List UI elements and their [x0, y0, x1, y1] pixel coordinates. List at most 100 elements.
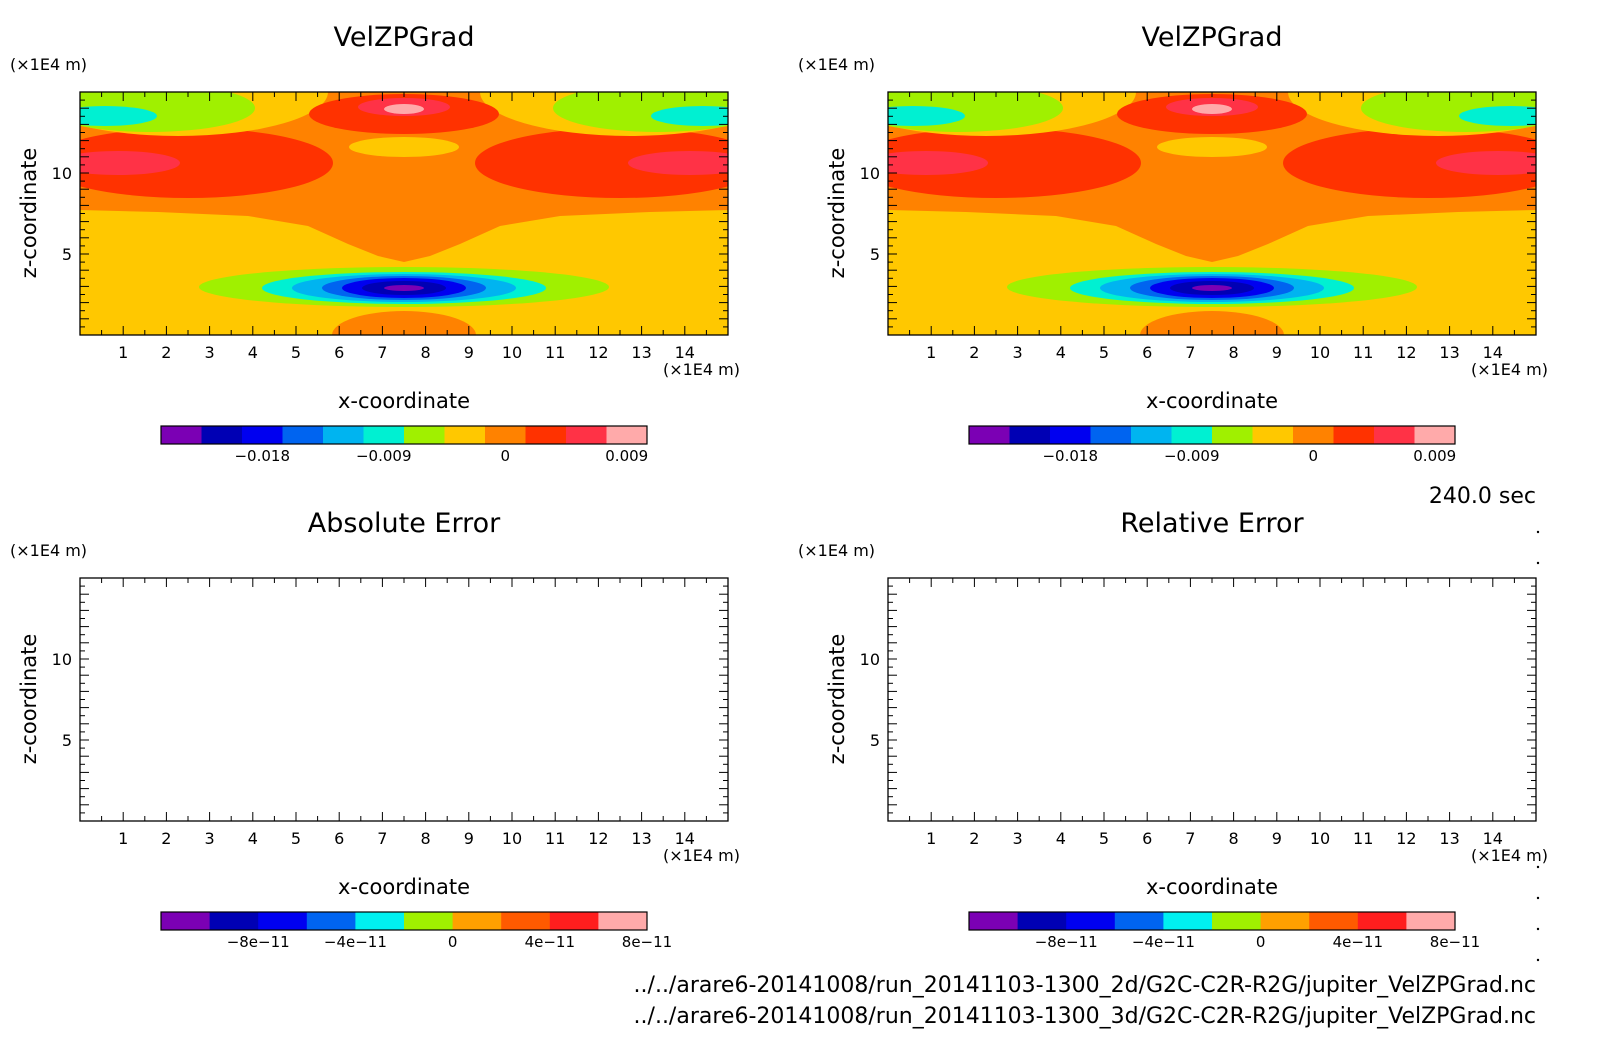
- colorbar-swatch: [161, 426, 202, 444]
- x-tick-label: 1: [118, 829, 128, 848]
- colorbar-tick-label: −0.018: [1042, 447, 1098, 465]
- x-tick-label: 2: [969, 343, 979, 362]
- x-tick-label: 10: [1310, 343, 1330, 362]
- colorbar-swatch: [306, 912, 356, 930]
- contour-band: [1459, 106, 1536, 126]
- colorbar-frame: [968, 425, 1456, 445]
- x-tick-label: 3: [1013, 343, 1023, 362]
- x-tick-label: 13: [1439, 829, 1459, 848]
- y-axis-label: z-coordinate: [17, 148, 41, 279]
- x-axis-label: x-coordinate: [1146, 389, 1278, 413]
- colorbar-swatch: [606, 426, 648, 444]
- x-tick-label: 1: [926, 829, 936, 848]
- x-unit-label: (×1E4 m): [663, 846, 740, 865]
- colorbar-tick-label: 0.009: [605, 447, 648, 465]
- contour-band: [1157, 137, 1267, 157]
- x-tick-label: 7: [377, 829, 387, 848]
- x-tick-label: 12: [588, 343, 608, 362]
- colorbar-frame: [160, 911, 648, 931]
- colorbar-tick-label: 8e−11: [622, 933, 672, 951]
- x-tick-label: 5: [1099, 343, 1109, 362]
- plot-frame: [79, 577, 729, 822]
- contour-band: [888, 128, 1141, 198]
- contour-band: [384, 104, 424, 114]
- contour-band: [1283, 128, 1536, 198]
- colorbar-swatch: [1171, 426, 1213, 444]
- x-tick-label: 12: [1396, 343, 1416, 362]
- contour-band: [888, 106, 965, 126]
- contour-band: [332, 311, 476, 335]
- x-tick-label: 7: [377, 343, 387, 362]
- colorbar-tick-label: 0.009: [1413, 447, 1456, 465]
- contour-field: [888, 92, 1536, 335]
- y-tick-label: 10: [52, 164, 72, 183]
- x-tick-label: 12: [1396, 829, 1416, 848]
- x-tick-label: 8: [421, 343, 431, 362]
- panel-title: VelZPGrad: [334, 22, 475, 53]
- contour-band: [475, 128, 728, 198]
- x-tick-label: 1: [118, 343, 128, 362]
- colorbar-swatch: [969, 426, 1010, 444]
- colorbar: −0.018 −0.009 0 0.009: [968, 425, 1456, 465]
- x-tick-label: 4: [1056, 343, 1066, 362]
- contour-band: [651, 106, 728, 126]
- colorbar-swatch: [282, 426, 324, 444]
- colorbar-swatch: [1066, 912, 1116, 930]
- contour-band: [80, 106, 157, 126]
- contour-band: [888, 92, 1063, 132]
- colorbar-swatch: [501, 912, 551, 930]
- panel-title: Relative Error: [1120, 508, 1304, 539]
- x-tick-label: 2: [969, 829, 979, 848]
- y-tick-label: 10: [860, 650, 880, 669]
- y-axis-label: z-coordinate: [17, 634, 41, 765]
- colorbar-swatch: [1114, 912, 1164, 930]
- colorbar-tick-label: −0.009: [356, 447, 412, 465]
- colorbar-tick-label: −4e−11: [1132, 933, 1195, 951]
- colorbar-tick-label: 4e−11: [1333, 933, 1383, 951]
- contour-band: [553, 92, 728, 132]
- x-tick-label: 6: [1142, 829, 1152, 848]
- contour-band: [1140, 311, 1284, 335]
- x-unit-label: (×1E4 m): [1471, 360, 1548, 379]
- x-tick-label: 9: [464, 343, 474, 362]
- colorbar-swatch: [1090, 426, 1132, 444]
- x-tick-label: 5: [291, 343, 301, 362]
- y-tick-label: 5: [870, 245, 880, 264]
- colorbar-tick-label: −4e−11: [324, 933, 387, 951]
- x-tick-label: 9: [1272, 343, 1282, 362]
- x-tick-label: 4: [248, 343, 258, 362]
- file-path-2d: ../../arare6-20141008/run_20141103-1300_…: [634, 973, 1536, 998]
- colorbar: −8e−11 −4e−11 0 4e−11 8e−11: [160, 911, 672, 951]
- colorbar-frame: [968, 911, 1456, 931]
- x-tick-label: 5: [291, 829, 301, 848]
- colorbar-swatch: [363, 426, 405, 444]
- y-tick-label: 10: [52, 650, 72, 669]
- colorbar-swatch: [1293, 426, 1334, 444]
- contour-band: [628, 151, 728, 175]
- colorbar-tick-label: 0: [500, 447, 510, 465]
- x-tick-label: 11: [1353, 829, 1373, 848]
- contour-band: [888, 151, 988, 175]
- colorbar-swatch: [355, 912, 405, 930]
- panel-title: VelZPGrad: [1142, 22, 1283, 53]
- x-tick-label: 14: [675, 343, 695, 362]
- colorbar-swatch: [323, 426, 364, 444]
- y-unit-label: (×1E4 m): [798, 541, 875, 560]
- colorbar-swatch: [161, 912, 211, 930]
- colorbar-swatch: [598, 912, 648, 930]
- x-tick-label: 3: [205, 829, 215, 848]
- colorbar-frame: [160, 425, 648, 445]
- colorbar-tick-label: 0: [448, 933, 458, 951]
- y-unit-label: (×1E4 m): [10, 541, 87, 560]
- panel-velzpgrad-left: VelZPGrad (×1E4 m): [10, 22, 740, 465]
- x-tick-label: 4: [248, 829, 258, 848]
- x-tick-label: 8: [1229, 829, 1239, 848]
- colorbar-swatch: [1163, 912, 1213, 930]
- contour-band: [80, 151, 180, 175]
- colorbar-tick-label: −8e−11: [227, 933, 290, 951]
- x-tick-label: 8: [421, 829, 431, 848]
